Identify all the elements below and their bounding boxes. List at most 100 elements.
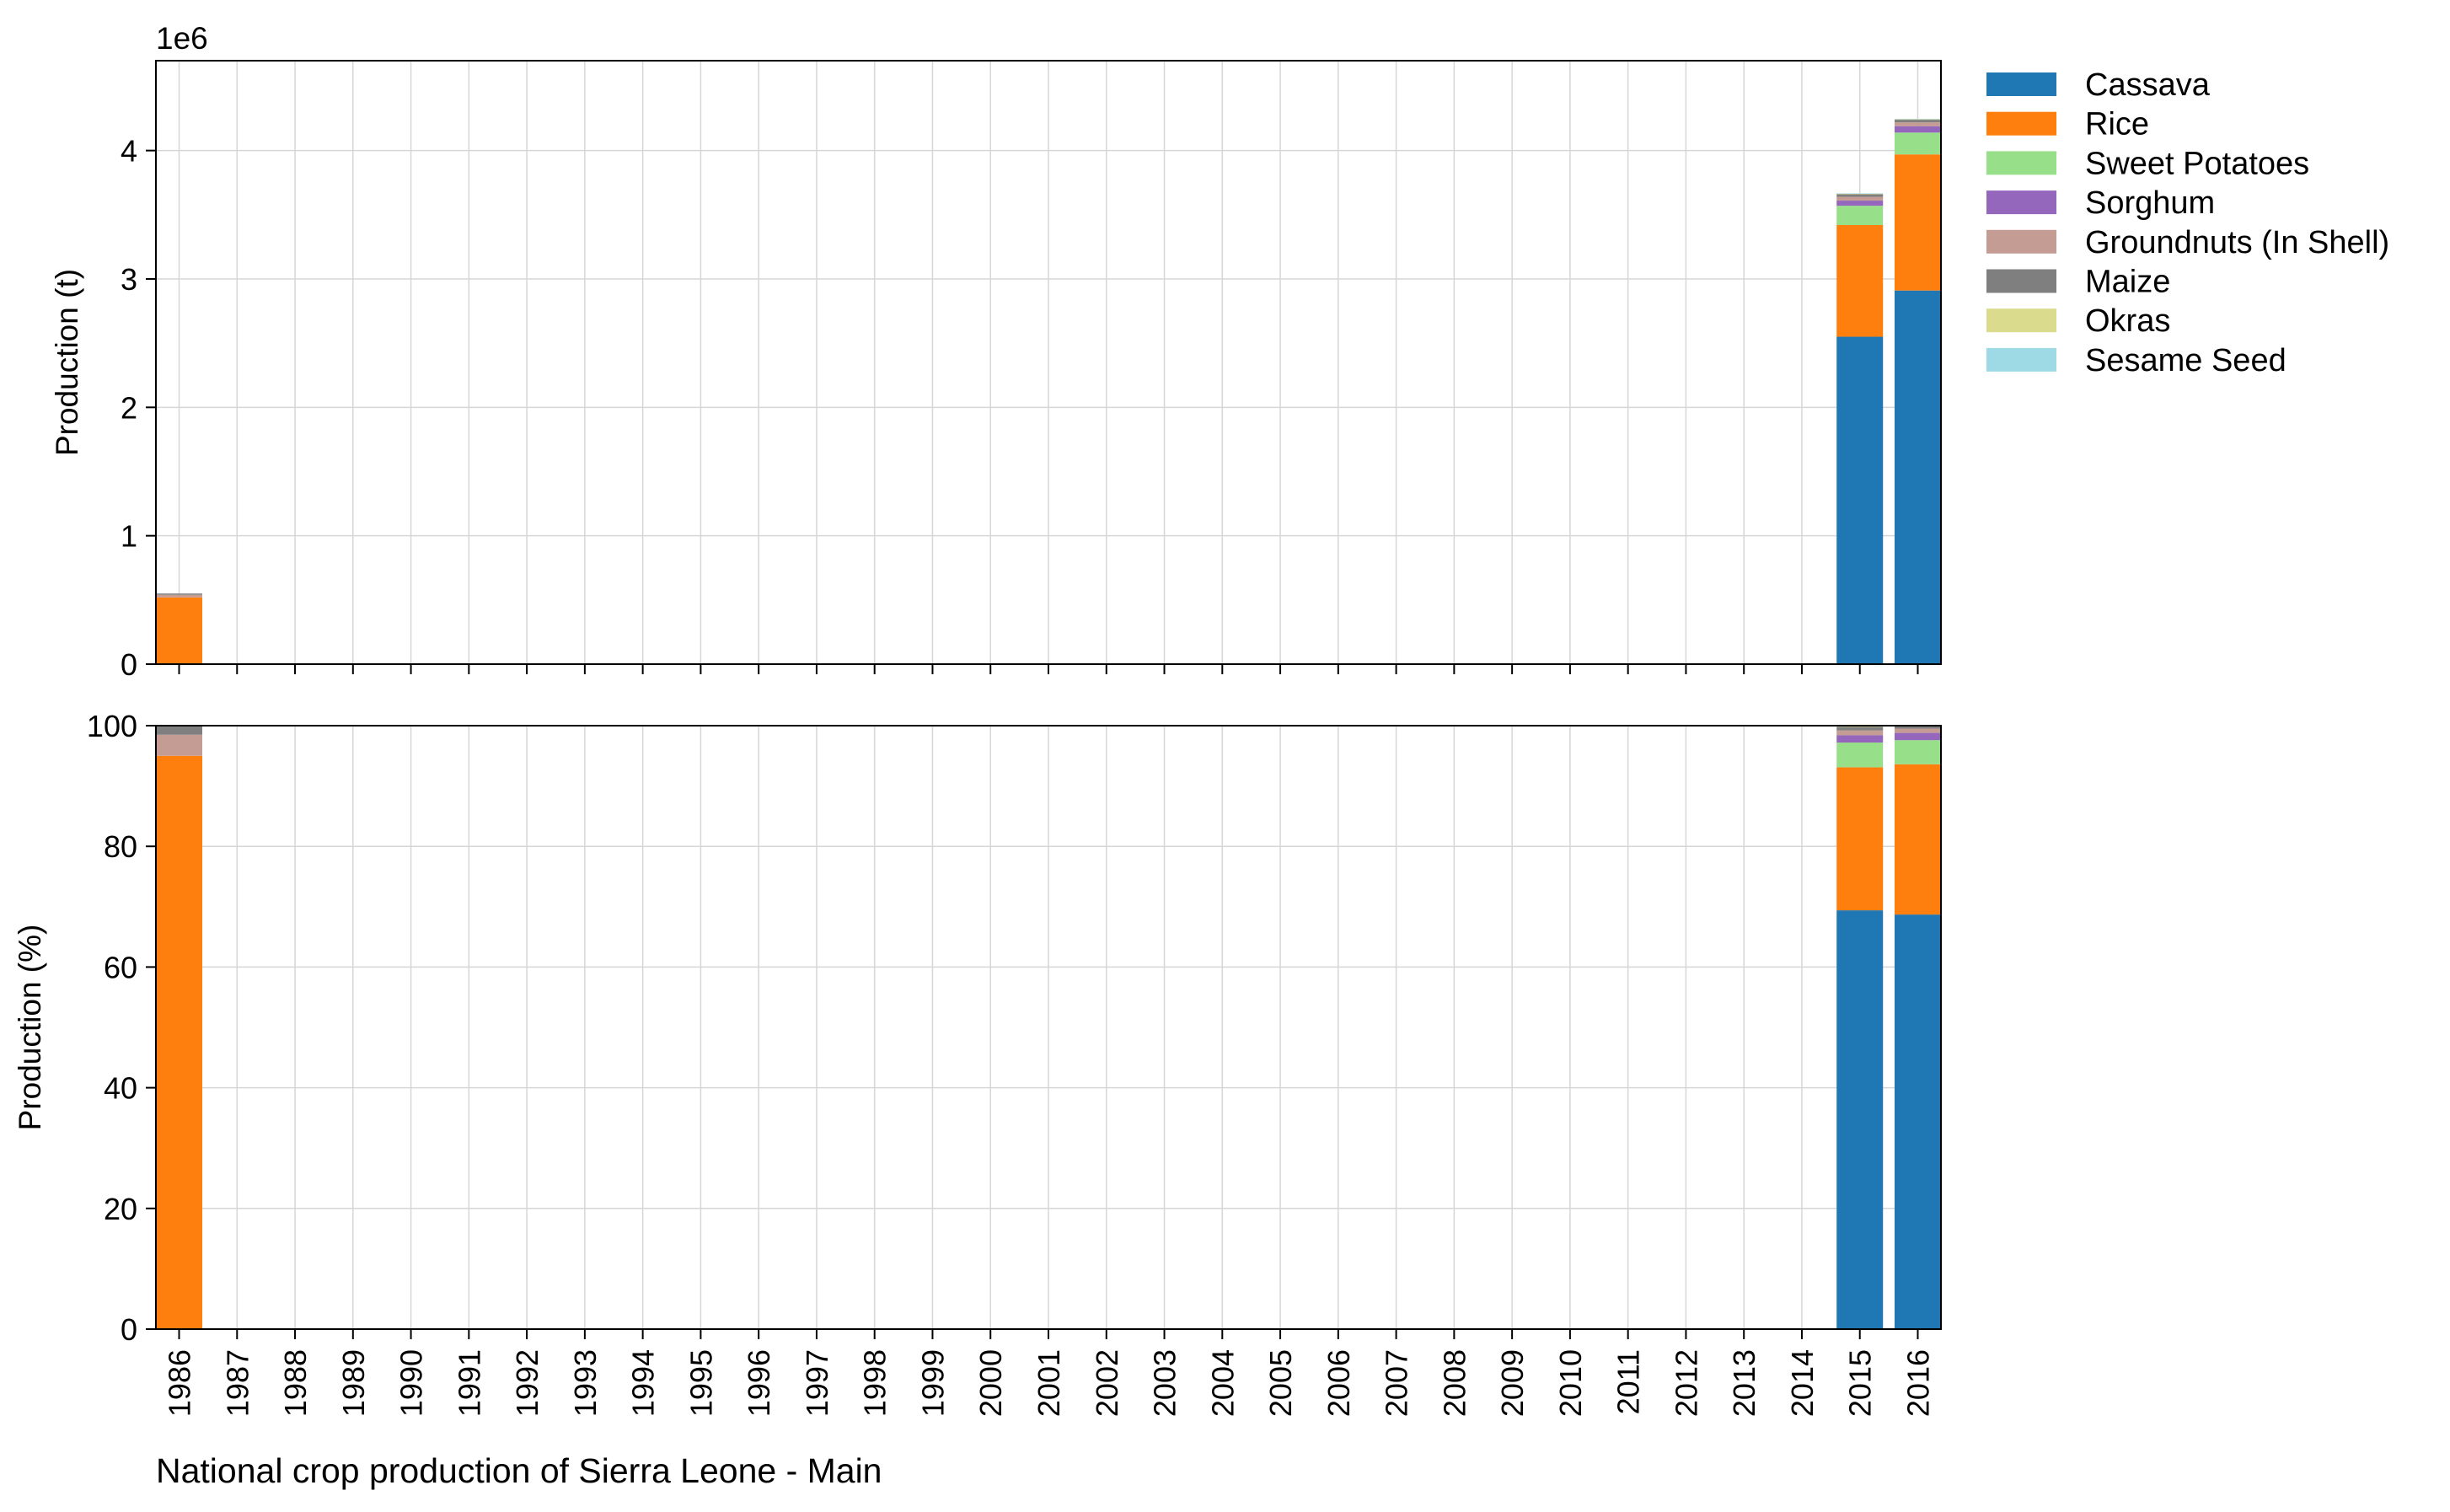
x-tick-label-2013: 2013	[1727, 1349, 1761, 1417]
y-axis-label: Production (%)	[13, 925, 47, 1131]
bar-rice-1986-bottom	[156, 755, 203, 1329]
bar-groundnuts-in-shell-2016-bottom	[1894, 728, 1941, 733]
x-tick-label-1994: 1994	[626, 1349, 661, 1417]
bar-rice-2015-top	[1836, 224, 1884, 337]
bar-cassava-2016-top	[1894, 290, 1941, 664]
bar-groundnuts-in-shell-2016-top	[1894, 122, 1941, 126]
x-tick-label-2008: 2008	[1437, 1349, 1472, 1417]
bar-maize-1986-top	[156, 593, 203, 595]
bar-sorghum-2016-bottom	[1894, 732, 1941, 741]
x-tick-label-1997: 1997	[800, 1349, 834, 1417]
legend-label-sorghum: Sorghum	[2085, 185, 2215, 221]
x-tick-label-2009: 2009	[1495, 1349, 1530, 1417]
y-tick-label: 1	[121, 519, 137, 554]
y-tick-label: 80	[104, 829, 137, 864]
bar-rice-1986-top	[156, 597, 203, 664]
bar-rice-2016-bottom	[1894, 764, 1941, 915]
x-tick-label-2005: 2005	[1263, 1349, 1298, 1417]
bar-sorghum-2016-top	[1894, 126, 1941, 133]
legend-swatch-groundnuts-in-shell	[1986, 229, 2056, 254]
y-tick-label: 0	[121, 1312, 137, 1347]
legend: Cassava Rice Sweet Potatoes Sorghum Groundnu…	[1986, 67, 2389, 378]
bar-groundnuts-in-shell-1986-top	[156, 594, 203, 598]
bar-okras-2016-top	[1894, 119, 1941, 121]
bar-cassava-2015-top	[1836, 336, 1884, 664]
legend-swatch-okras	[1986, 308, 2056, 333]
absolute-production-chart: 0 1 2 3 4 Production (t) 1e6	[50, 21, 1942, 682]
bar-sweet-potatoes-2015-top	[1836, 206, 1884, 225]
x-tick-label-1999: 1999	[915, 1349, 950, 1417]
y-tick-label: 20	[104, 1192, 137, 1226]
x-tick-label-2016: 2016	[1900, 1349, 1935, 1417]
bar-sesame-seed-2016-top	[1894, 119, 1941, 120]
x-tick-label-1995: 1995	[684, 1349, 718, 1417]
x-tick-label-2000: 2000	[973, 1349, 1008, 1417]
y-tick-label: 0	[121, 647, 137, 682]
legend-label-okras: Okras	[2085, 303, 2170, 339]
x-tick-label-2014: 2014	[1785, 1349, 1820, 1417]
axes-frame	[155, 725, 1942, 1330]
y-tick-label: 100	[87, 709, 137, 743]
bar-cassava-2015-bottom	[1836, 910, 1884, 1329]
bar-sweet-potatoes-2015-bottom	[1836, 743, 1884, 768]
y-axis-label: Production (t)	[50, 269, 84, 456]
bar-okras-2015-top	[1836, 193, 1884, 195]
bar-rice-2016-top	[1894, 154, 1941, 291]
legend-label-maize: Maize	[2085, 265, 2170, 300]
bar-maize-1986-bottom	[156, 726, 203, 735]
x-tick-label-1991: 1991	[452, 1349, 486, 1417]
bar-cassava-2016-bottom	[1894, 914, 1941, 1329]
x-tick-label-2007: 2007	[1380, 1349, 1414, 1417]
x-tick-label-1992: 1992	[510, 1349, 544, 1417]
legend-label-cassava: Cassava	[2085, 67, 2211, 103]
x-tick-label-1988: 1988	[278, 1349, 313, 1417]
y-tick-label: 40	[104, 1071, 137, 1106]
x-tick-label-2002: 2002	[1090, 1349, 1124, 1417]
legend-swatch-rice	[1986, 111, 2056, 136]
legend-swatch-sesame-seed	[1986, 347, 2056, 372]
legend-swatch-sorghum	[1986, 190, 2056, 215]
x-tick-label-2003: 2003	[1148, 1349, 1182, 1417]
bar-maize-2015-top	[1836, 194, 1884, 197]
x-tick-label-1987: 1987	[220, 1349, 255, 1417]
legend-swatch-maize	[1986, 269, 2056, 293]
x-tick-label-1989: 1989	[336, 1349, 371, 1417]
x-tick-label-1998: 1998	[858, 1349, 893, 1417]
y-tick-label: 2	[121, 390, 137, 425]
legend-label-sesame-seed: Sesame Seed	[2085, 343, 2286, 378]
bar-sesame-seed-2015-top	[1836, 193, 1884, 194]
bar-sweet-potatoes-2016-top	[1894, 132, 1941, 155]
x-tick-label-2015: 2015	[1843, 1349, 1878, 1417]
y-tick-label: 4	[121, 134, 137, 169]
bar-groundnuts-in-shell-1986-bottom	[156, 734, 203, 756]
bar-sweet-potatoes-2016-bottom	[1894, 740, 1941, 764]
bar-groundnuts-in-shell-2015-top	[1836, 196, 1884, 201]
x-tick-label-2001: 2001	[1032, 1349, 1066, 1417]
x-tick-label-2006: 2006	[1321, 1349, 1356, 1417]
y-tick-label: 60	[104, 950, 137, 984]
x-tick-label-2011: 2011	[1611, 1349, 1646, 1414]
axes-frame	[155, 60, 1942, 665]
legend-label-groundnuts-in-shell: Groundnuts (In Shell)	[2085, 225, 2389, 260]
legend-label-sweet-potatoes: Sweet Potatoes	[2085, 146, 2309, 181]
legend-swatch-sweet-potatoes	[1986, 151, 2056, 175]
bar-rice-2015-bottom	[1836, 767, 1884, 911]
x-tick-label-1990: 1990	[394, 1349, 429, 1417]
x-tick-label-1996: 1996	[742, 1349, 776, 1417]
y-axis-offset-label: 1e6	[156, 21, 208, 56]
bar-groundnuts-in-shell-2015-bottom	[1836, 730, 1884, 736]
x-tick-label-1993: 1993	[568, 1349, 603, 1417]
bar-maize-2016-top	[1894, 120, 1941, 123]
legend-swatch-cassava	[1986, 72, 2056, 96]
x-tick-label-2004: 2004	[1205, 1349, 1240, 1417]
share-production-chart: 0 20 40 60 80 100 1986 1987 1988 1989 1990 1991 1992…	[13, 709, 1942, 1417]
bar-maize-2016-bottom	[1894, 726, 1941, 729]
bar-sorghum-2015-top	[1836, 201, 1884, 206]
x-tick-label-2010: 2010	[1553, 1349, 1588, 1417]
bar-sorghum-2015-bottom	[1836, 735, 1884, 743]
x-tick-label-2012: 2012	[1669, 1349, 1703, 1417]
x-tick-label-1986: 1986	[163, 1349, 197, 1417]
bar-maize-2015-bottom	[1836, 727, 1884, 731]
figure-caption: National crop production of Sierra Leone…	[156, 1451, 882, 1490]
